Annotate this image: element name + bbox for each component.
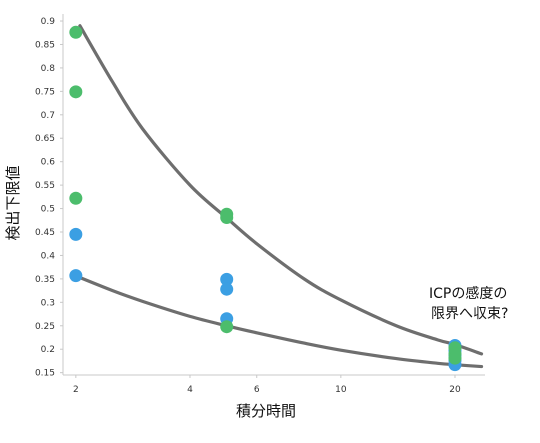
y-axis-title: 検出下限値 [4, 165, 22, 240]
x-tick-label: 20 [449, 385, 461, 395]
y-tick-label: 0.15 [35, 369, 55, 379]
x-tick-label: 10 [335, 385, 347, 395]
annotation-line-1: ICPの感度の [429, 285, 507, 302]
data-point-series-2 [69, 25, 83, 39]
y-tick-label: 0.45 [35, 228, 55, 238]
y-tick-label: 0.2 [41, 345, 55, 355]
data-points [69, 25, 462, 372]
data-point-series-2 [69, 85, 83, 99]
trend-lines [70, 24, 484, 369]
trend-line-2 [70, 272, 484, 369]
x-tick-label: 6 [254, 385, 260, 395]
x-tick-label: 2 [73, 385, 79, 395]
y-tick-label: 0.9 [41, 17, 56, 27]
data-point-series-2 [220, 210, 234, 224]
y-tick-label: 0.5 [41, 205, 55, 215]
data-point-series-1 [220, 282, 234, 296]
axes: 0.15 0.2 0.25 0.3 0.35 0.4 0.45 0.5 0.55 0.6 0.65 0… [35, 14, 485, 395]
y-tick-label: 0.8 [41, 64, 56, 74]
y-tick-label: 0.25 [35, 322, 55, 332]
trend-line-1 [78, 24, 484, 356]
y-tick-label: 0.6 [41, 158, 56, 168]
x-tick-label: 4 [187, 385, 193, 395]
data-point-series-1 [69, 227, 83, 241]
y-tick-label: 0.55 [35, 181, 55, 191]
y-tick-label: 0.7 [41, 111, 55, 121]
data-point-series-1 [220, 272, 234, 286]
y-tick-label: 0.35 [35, 275, 55, 285]
y-tick-label: 0.65 [35, 134, 55, 144]
y-tick-label: 0.4 [41, 251, 56, 261]
data-point-series-2 [69, 191, 83, 205]
data-point-series-1 [69, 269, 83, 283]
data-point-series-2 [448, 351, 462, 365]
x-axis-title: 積分時間 [236, 402, 296, 420]
y-tick-label: 0.85 [35, 40, 55, 50]
y-tick-label: 0.75 [35, 87, 55, 97]
annotation-line-2: 限界へ収束? [431, 306, 508, 322]
data-point-series-2 [220, 320, 234, 334]
y-tick-label: 0.3 [41, 298, 55, 308]
